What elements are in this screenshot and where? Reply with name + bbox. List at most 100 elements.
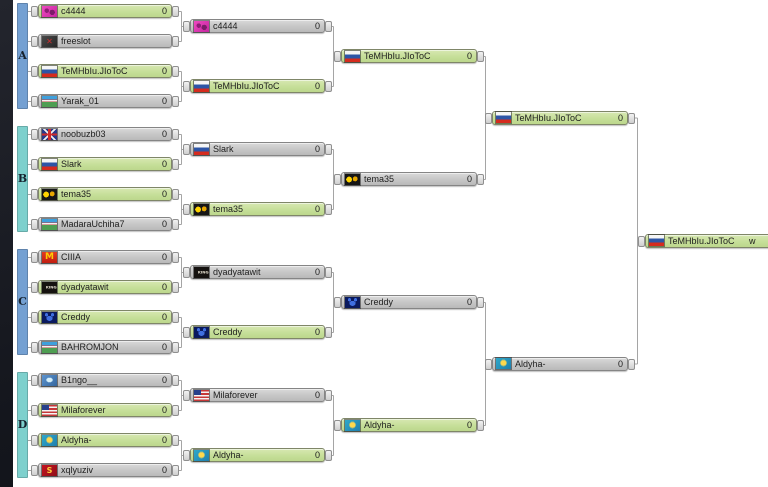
player-box[interactable]: TeMHbIu.JIoToC w	[638, 233, 768, 248]
player-name: Aldyha-	[61, 435, 92, 445]
connector-pin-left	[183, 390, 190, 401]
connector-pin-left	[334, 51, 341, 62]
connector-pin-left	[183, 204, 190, 215]
black-yellow-icon	[194, 203, 209, 215]
player-box[interactable]: TeMHbIu.JIoToC 0	[334, 49, 484, 63]
player-name: Creddy	[213, 327, 243, 337]
connector-pin-right	[172, 375, 179, 386]
player-box[interactable]: Aldyha- 0	[334, 418, 484, 432]
uk-icon	[42, 128, 57, 140]
player-score: 0	[161, 6, 167, 16]
player-box[interactable]: TeMHbIu.JIoToC 0	[485, 110, 635, 125]
russia-icon	[42, 65, 57, 77]
blue-cat-icon	[345, 296, 360, 308]
connector-pin-left	[183, 81, 190, 92]
player-name: Creddy	[61, 312, 91, 322]
player-box[interactable]: tema35 0	[183, 202, 332, 216]
connector-pin-right	[172, 189, 179, 200]
player-name: Yarak_01	[61, 96, 99, 106]
player-box[interactable]: Milaforever 0	[183, 388, 332, 402]
connector-pin-right	[325, 450, 332, 461]
player-name: BAHROMJON	[61, 342, 119, 352]
connector-pin-left	[31, 189, 38, 200]
player-box[interactable]: tema35 0	[334, 172, 484, 186]
player-box[interactable]: Aldyha- 0	[183, 448, 332, 462]
player-score: 0	[314, 390, 320, 400]
player-score: 0	[617, 358, 623, 369]
player-score: 0	[161, 405, 167, 415]
connector-pin-right	[172, 312, 179, 323]
connector-pin-left	[334, 297, 341, 308]
connector-pin-left	[183, 450, 190, 461]
player-name: TeMHbIu.JIoToC	[515, 112, 582, 123]
russia-icon	[194, 143, 209, 155]
player-box[interactable]: Creddy 0	[183, 325, 332, 339]
group-bar-a: A	[17, 3, 28, 109]
player-box[interactable]: Milaforever 0	[31, 403, 179, 417]
player-box[interactable]: dyadyatawit 0	[183, 265, 332, 279]
connector-pin-right	[172, 6, 179, 17]
player-box[interactable]: Creddy 0	[31, 310, 179, 324]
russia-icon	[345, 50, 360, 62]
player-score: 0	[466, 297, 472, 307]
connector-pin-right	[325, 144, 332, 155]
player-box[interactable]: B1ngo__ 0	[31, 373, 179, 387]
player-score: 0	[161, 159, 167, 169]
player-score: 0	[161, 252, 167, 262]
player-box[interactable]: CIIIA 0	[31, 250, 179, 264]
connector-pin-left	[31, 129, 38, 140]
player-box[interactable]: Slark 0	[31, 157, 179, 171]
connector-pin-right	[325, 390, 332, 401]
player-score: w	[749, 235, 756, 246]
uzbekistan-icon	[42, 341, 57, 353]
player-box[interactable]: c4444 0	[31, 4, 179, 18]
black-yellow-icon	[42, 188, 57, 200]
connector-pin-left	[31, 312, 38, 323]
player-name: CIIIA	[61, 252, 82, 262]
connector-pin-right	[325, 204, 332, 215]
player-name: dyadyatawit	[61, 282, 109, 292]
superman-icon	[42, 464, 57, 476]
player-name: tema35	[364, 174, 395, 184]
player-box[interactable]: MadaraUchiha7 0	[31, 217, 179, 231]
player-box[interactable]: c4444 0	[183, 19, 332, 33]
mcdonalds-icon	[42, 251, 57, 263]
player-box[interactable]: Aldyha- 0	[485, 356, 635, 371]
connector-pin-left	[334, 420, 341, 431]
player-score: 0	[161, 282, 167, 292]
player-score: 0	[161, 96, 167, 106]
player-box[interactable]: noobuzb03 0	[31, 127, 179, 141]
player-box[interactable]: Creddy 0	[334, 295, 484, 309]
connector-pin-left	[183, 267, 190, 278]
player-box[interactable]: xqlyuziv 0	[31, 463, 179, 477]
player-name: freeslot	[61, 36, 91, 46]
connector-pin-left	[485, 358, 492, 370]
connector-pin-right	[172, 36, 179, 47]
connector-pin-left	[31, 219, 38, 230]
player-box[interactable]: Aldyha- 0	[31, 433, 179, 447]
player-box[interactable]: Yarak_01 0	[31, 94, 179, 108]
player-box[interactable]: tema35 0	[31, 187, 179, 201]
player-box[interactable]: TeMHbIu.JIoToC 0	[31, 64, 179, 78]
player-name: c4444	[61, 6, 86, 16]
connector-pin-right	[628, 358, 635, 370]
player-box[interactable]: dyadyatawit 0	[31, 280, 179, 294]
player-score: 0	[466, 420, 472, 430]
player-box[interactable]: freeslot	[31, 34, 179, 48]
group-label: A	[18, 49, 27, 62]
group-label: C	[18, 295, 27, 308]
connector-pin-right	[325, 267, 332, 278]
russia-icon	[649, 235, 664, 246]
player-name: c4444	[213, 21, 238, 31]
player-box[interactable]: Slark 0	[183, 142, 332, 156]
player-score: 0	[466, 174, 472, 184]
player-name: Milaforever	[213, 390, 258, 400]
connector-pin-right	[477, 174, 484, 185]
connector-pin-left	[31, 405, 38, 416]
kazakhstan-icon	[496, 358, 511, 369]
player-score: 0	[314, 204, 320, 214]
player-box[interactable]: TeMHbIu.JIoToC 0	[183, 79, 332, 93]
player-box[interactable]: BAHROMJON 0	[31, 340, 179, 354]
player-score: 0	[314, 327, 320, 337]
connector-pin-right	[477, 51, 484, 62]
